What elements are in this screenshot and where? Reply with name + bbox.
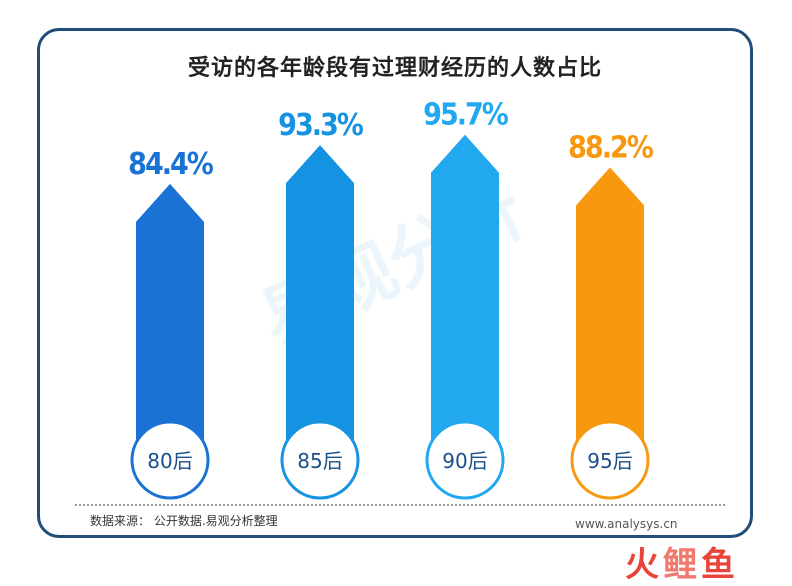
category-badge-2 [280, 420, 360, 500]
value-label-2: 93.3% [278, 108, 364, 143]
category-badge-1 [130, 420, 210, 500]
category-label-1: 80后 [147, 449, 192, 473]
source-note: 数据来源： 公开数据.易观分析整理 [90, 514, 278, 528]
category-label-4: 95后 [587, 449, 632, 473]
category-label-3: 90后 [442, 449, 487, 473]
brand-char-1: 火 [625, 545, 663, 585]
category-badge-3 [425, 420, 505, 500]
bar-2 [286, 145, 354, 460]
website-url[interactable]: www.analysys.cn [575, 517, 678, 531]
category-badge-4 [570, 420, 650, 500]
chart-title: 受访的各年龄段有过理财经历的人数占比 [187, 56, 602, 81]
brand-char-3: 鱼 [701, 545, 739, 585]
bar-3 [431, 134, 499, 460]
value-label-4: 88.2% [568, 130, 654, 165]
bar-1 [136, 183, 204, 461]
brand-char-2: 鲤 [663, 545, 701, 585]
bar-4 [576, 167, 644, 460]
category-label-2: 85后 [297, 449, 342, 473]
divider [75, 504, 725, 506]
value-label-1: 84.4% [128, 147, 214, 182]
value-label-3: 95.7% [423, 98, 509, 133]
brand-logo: 火鲤鱼 [625, 537, 739, 586]
